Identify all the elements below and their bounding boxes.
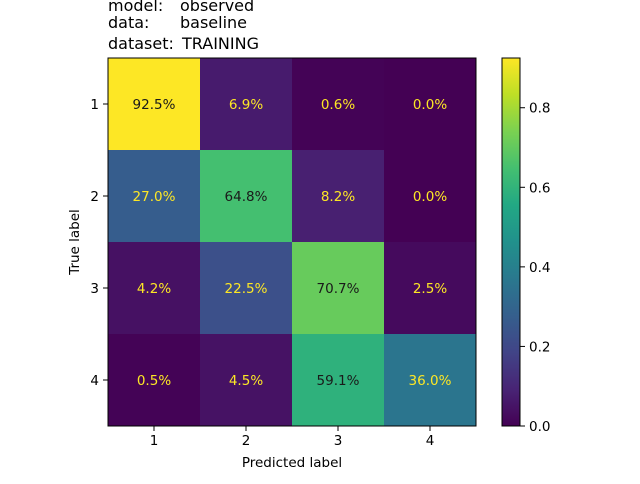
- heatmap-cell-r3-c2: [200, 242, 293, 335]
- y-tick-label-4: 4: [90, 373, 99, 389]
- heatmap-cell-r3-c4: [384, 242, 477, 335]
- colorbar-tick-label-5: 0.8: [529, 101, 550, 117]
- title-line-2-key: data:: [108, 13, 149, 32]
- cell-label-r3-c1: 4.2%: [137, 281, 171, 297]
- colorbar-tick-label-3: 0.4: [529, 260, 550, 276]
- x-tick-label-1: 1: [150, 433, 159, 449]
- cell-label-r1-c3: 0.6%: [321, 97, 355, 113]
- heatmap-cell-r1-c4: [384, 58, 477, 151]
- plot-frame: [107, 57, 477, 427]
- colorbar-frame: [501, 57, 521, 427]
- cell-label-r4-c4: 36.0%: [409, 373, 452, 389]
- cell-label-r2-c1: 27.0%: [133, 189, 176, 205]
- y-tick-label-3: 3: [90, 281, 99, 297]
- heatmap-cell-r1-c2: [200, 58, 293, 151]
- heatmap-cell-r4-c2: [200, 334, 293, 427]
- heatmap-cell-r3-c1: [108, 242, 201, 335]
- x-tick-label-4: 4: [426, 433, 435, 449]
- title-line-3-key: dataset:: [108, 34, 174, 53]
- heatmap-cell-r4-c1: [108, 334, 201, 427]
- cell-label-r3-c2: 22.5%: [225, 281, 268, 297]
- heatmap-cell-r4-c4: [384, 334, 477, 427]
- cell-label-r4-c1: 0.5%: [137, 373, 171, 389]
- cell-label-r4-c3: 59.1%: [317, 373, 360, 389]
- y-tick-label-1: 1: [90, 97, 99, 113]
- heatmap-cells: [108, 58, 477, 427]
- title-line-2-value: baseline: [180, 13, 247, 32]
- chart-title: model: observed data: baseline dataset: …: [108, 0, 259, 53]
- cell-label-r4-c2: 4.5%: [229, 373, 263, 389]
- heatmap-cell-r1-c3: [292, 58, 385, 151]
- colorbar-tick-label-2: 0.2: [529, 339, 550, 355]
- cell-label-r2-c4: 0.0%: [413, 189, 447, 205]
- y-axis-label: True label: [67, 209, 83, 276]
- x-tick-label-3: 3: [334, 433, 343, 449]
- cell-label-r2-c3: 8.2%: [321, 189, 355, 205]
- x-axis: 1 2 3 4: [150, 426, 435, 449]
- cell-label-r1-c4: 0.0%: [413, 97, 447, 113]
- cell-label-r1-c2: 6.9%: [229, 97, 263, 113]
- heatmap-cell-r2-c3: [292, 150, 385, 243]
- colorbar-ticks: 0.0 0.2 0.4 0.6 0.8: [520, 101, 550, 435]
- heatmap-cell-r4-c3: [292, 334, 385, 427]
- colorbar-tick-label-1: 0.0: [529, 419, 550, 435]
- title-line-3-value: TRAINING: [181, 34, 259, 53]
- colorbar-tick-label-4: 0.6: [529, 180, 550, 196]
- cell-label-r3-c3: 70.7%: [317, 281, 360, 297]
- heatmap-cell-labels: 92.5% 6.9% 0.6% 0.0% 27.0% 64.8% 8.2% 0.0% 4.2% 2…: [133, 97, 452, 389]
- colorbar: [502, 58, 520, 426]
- heatmap-cell-r1-c1: [108, 58, 201, 151]
- heatmap-cell-r2-c2: [200, 150, 293, 243]
- heatmap-cell-r2-c1: [108, 150, 201, 243]
- title-line-1-value: observed: [180, 0, 254, 15]
- title-line-1-key: model:: [108, 0, 163, 15]
- cell-label-r1-c1: 92.5%: [133, 97, 176, 113]
- x-tick-label-2: 2: [242, 433, 251, 449]
- y-axis: 1 2 3 4: [90, 97, 108, 389]
- cell-label-r2-c2: 64.8%: [225, 189, 268, 205]
- heatmap-cell-r3-c3: [292, 242, 385, 335]
- x-axis-label: Predicted label: [242, 455, 342, 471]
- heatmap-cell-r2-c4: [384, 150, 477, 243]
- cell-label-r3-c4: 2.5%: [413, 281, 447, 297]
- y-tick-label-2: 2: [90, 189, 99, 205]
